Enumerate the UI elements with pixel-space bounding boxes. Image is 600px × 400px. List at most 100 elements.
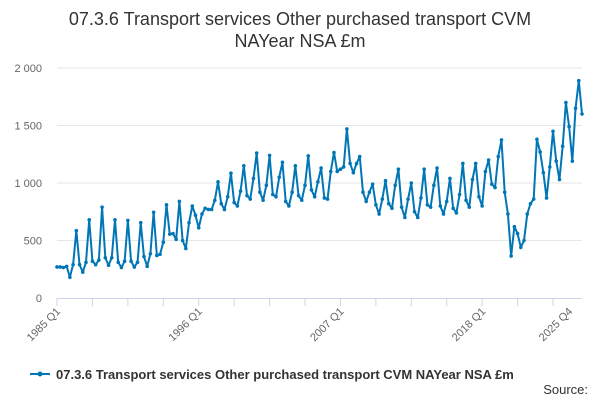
data-point xyxy=(322,196,327,200)
data-point xyxy=(299,198,304,203)
x-axis-ticks: 1985 Q1 1996 Q1 2007 Q1 2018 Q1 2025 Q4 xyxy=(25,298,575,344)
data-point xyxy=(422,167,426,171)
y-tick-label-2000: 2 000 xyxy=(14,63,42,75)
data-point xyxy=(544,196,549,200)
data-point xyxy=(225,195,230,199)
data-point xyxy=(77,262,82,267)
data-point xyxy=(303,183,307,188)
data-point xyxy=(383,178,388,183)
data-point xyxy=(148,251,153,256)
data-point xyxy=(506,212,510,216)
data-point xyxy=(464,198,468,203)
chart-title-line-2: NAYear NSA £m xyxy=(234,31,365,51)
data-point xyxy=(490,182,494,186)
data-point xyxy=(319,166,323,170)
data-point xyxy=(512,224,517,229)
data-point xyxy=(525,212,530,216)
data-point xyxy=(461,161,465,166)
data-point xyxy=(396,167,401,171)
data-point xyxy=(454,211,459,215)
data-point xyxy=(335,169,340,174)
data-point xyxy=(113,218,117,222)
data-point xyxy=(219,201,224,206)
data-point xyxy=(242,163,246,168)
data-point xyxy=(271,192,275,197)
data-point xyxy=(522,238,526,243)
legend-label: 07.3.6 Transport services Other purchase… xyxy=(56,367,514,382)
data-point xyxy=(528,201,533,206)
data-point xyxy=(290,190,294,194)
data-point xyxy=(155,253,159,258)
data-point xyxy=(196,226,201,230)
data-point xyxy=(325,197,330,201)
data-point xyxy=(551,129,555,134)
data-point xyxy=(80,270,85,274)
data-point xyxy=(393,183,397,188)
data-point xyxy=(200,212,204,216)
gridlines xyxy=(57,67,582,241)
data-point xyxy=(177,199,182,204)
data-point xyxy=(345,127,349,131)
y-tick-label-1000: 1 000 xyxy=(14,178,42,190)
data-point xyxy=(432,183,436,188)
data-point xyxy=(425,203,430,207)
y-tick-label-0: 0 xyxy=(36,293,42,305)
data-point xyxy=(451,206,455,211)
data-point xyxy=(567,124,571,129)
data-point xyxy=(496,154,501,159)
data-point xyxy=(444,199,449,204)
data-point xyxy=(209,207,214,212)
data-point xyxy=(538,150,542,154)
data-point xyxy=(560,144,565,148)
data-point xyxy=(254,151,259,155)
data-point xyxy=(232,200,236,205)
data-point xyxy=(554,159,559,163)
data-point xyxy=(361,190,365,194)
data-point xyxy=(415,215,420,220)
data-point xyxy=(473,161,478,166)
x-tick-label: 2018 Q1 xyxy=(450,306,488,344)
data-point xyxy=(135,260,140,265)
data-point xyxy=(161,240,166,245)
data-point xyxy=(357,154,362,159)
data-point xyxy=(90,259,95,264)
legend[interactable]: 07.3.6 Transport services Other purchase… xyxy=(30,367,514,382)
series-layer xyxy=(55,78,584,280)
data-point xyxy=(264,183,269,188)
data-point xyxy=(502,190,507,194)
data-point xyxy=(174,237,178,242)
data-point xyxy=(470,177,475,182)
data-point xyxy=(380,197,385,201)
data-point xyxy=(267,153,272,158)
data-point xyxy=(409,181,414,185)
data-point xyxy=(283,199,288,204)
data-point xyxy=(97,258,101,262)
data-point xyxy=(235,204,240,208)
data-point xyxy=(312,195,317,199)
data-point xyxy=(448,176,452,181)
data-point xyxy=(364,199,369,204)
data-point xyxy=(84,260,88,265)
data-point xyxy=(338,167,343,171)
data-point xyxy=(258,190,262,194)
data-point xyxy=(158,252,162,257)
data-point xyxy=(64,264,69,269)
data-point xyxy=(251,176,256,181)
data-point xyxy=(293,163,298,168)
data-point xyxy=(103,255,108,260)
data-point xyxy=(477,195,481,199)
data-point xyxy=(261,198,265,203)
data-point xyxy=(206,207,211,212)
data-point xyxy=(493,185,497,190)
data-point xyxy=(341,165,346,169)
data-point xyxy=(316,180,320,184)
data-point xyxy=(122,259,127,264)
data-point xyxy=(61,265,66,270)
data-point xyxy=(390,206,394,211)
data-point xyxy=(116,260,120,265)
data-point xyxy=(109,255,114,260)
data-point xyxy=(580,112,584,116)
data-point xyxy=(190,204,195,208)
data-point xyxy=(287,204,291,208)
data-point xyxy=(100,205,104,209)
